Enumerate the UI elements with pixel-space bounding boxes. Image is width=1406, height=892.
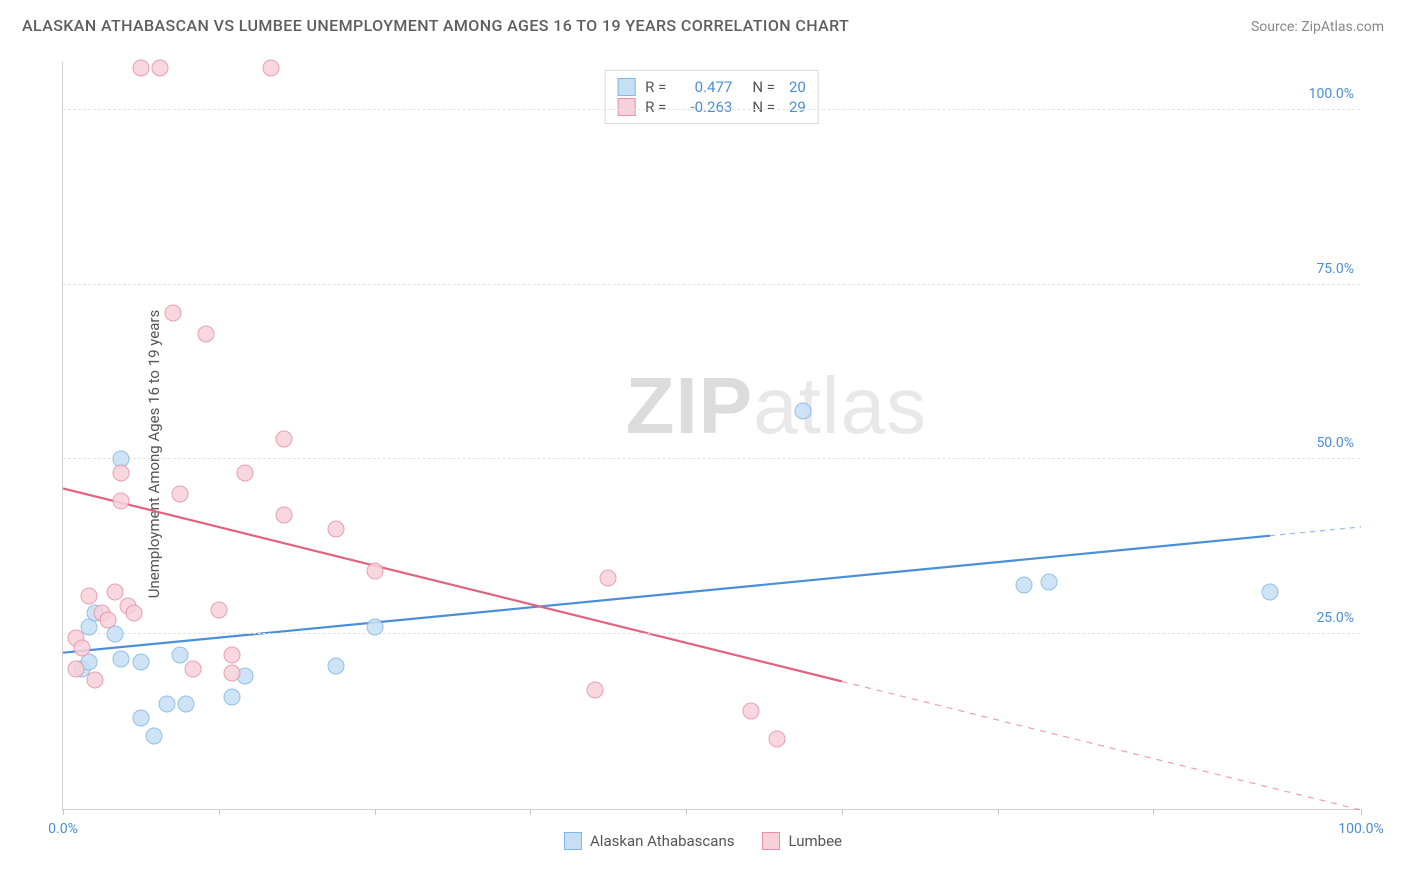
- x-tick: [530, 809, 531, 815]
- data-point: [197, 325, 214, 342]
- data-point: [132, 710, 149, 727]
- y-tick-label: 50.0%: [1316, 435, 1354, 451]
- data-point: [145, 727, 162, 744]
- chart-container: Unemployment Among Ages 16 to 19 years Z…: [20, 54, 1386, 854]
- data-point: [223, 689, 240, 706]
- legend-item: Alaskan Athabascans: [564, 832, 734, 850]
- x-tick: [219, 809, 220, 815]
- source-name: ZipAtlas.com: [1301, 19, 1384, 35]
- data-point: [165, 304, 182, 321]
- trend-line-extension: [1270, 527, 1361, 536]
- data-point: [178, 696, 195, 713]
- trend-line: [63, 536, 1270, 653]
- x-tick: [686, 809, 687, 815]
- data-point: [113, 650, 130, 667]
- stats-legend-row: R = 0.477 N = 20: [617, 77, 806, 97]
- stat-r-label: R =: [645, 98, 666, 116]
- gridline-h: [63, 633, 1360, 634]
- data-point: [171, 647, 188, 664]
- data-point: [87, 671, 104, 688]
- data-point: [327, 521, 344, 538]
- data-point: [1262, 584, 1279, 601]
- data-point: [74, 640, 91, 657]
- stat-r-value: -0.263: [680, 98, 732, 116]
- data-point: [1041, 573, 1058, 590]
- data-point: [132, 654, 149, 671]
- y-tick-label: 25.0%: [1316, 610, 1354, 626]
- x-tick: [842, 809, 843, 815]
- legend-label: Lumbee: [788, 832, 842, 850]
- legend-label: Alaskan Athabascans: [590, 832, 734, 850]
- plot-area: ZIPatlas R =0.477N =20R =-0.263N =29 25.…: [62, 62, 1360, 810]
- data-point: [106, 584, 123, 601]
- data-point: [210, 601, 227, 618]
- trend-lines-layer: [63, 62, 1361, 810]
- source-attribution: Source: ZipAtlas.com: [1251, 19, 1384, 35]
- legend-swatch: [762, 832, 780, 850]
- gridline-h: [63, 284, 1360, 285]
- stat-n-label: N =: [752, 98, 775, 116]
- data-point: [152, 60, 169, 77]
- y-tick-label: 100.0%: [1309, 86, 1354, 102]
- data-point: [366, 619, 383, 636]
- stat-r-value: 0.477: [680, 78, 732, 96]
- data-point: [600, 570, 617, 587]
- stat-n-value: 29: [789, 98, 806, 116]
- data-point: [171, 486, 188, 503]
- data-point: [366, 563, 383, 580]
- stat-n-value: 20: [789, 78, 806, 96]
- data-point: [132, 60, 149, 77]
- x-tick: [375, 809, 376, 815]
- title-bar: ALASKAN ATHABASCAN VS LUMBEE UNEMPLOYMEN…: [0, 0, 1406, 43]
- data-point: [113, 493, 130, 510]
- data-point: [742, 703, 759, 720]
- x-tick: [1153, 809, 1154, 815]
- data-point: [126, 605, 143, 622]
- data-point: [275, 430, 292, 447]
- data-point: [327, 657, 344, 674]
- data-point: [768, 731, 785, 748]
- legend-swatch: [617, 98, 635, 116]
- legend-swatch: [617, 78, 635, 96]
- data-point: [223, 647, 240, 664]
- data-point: [587, 682, 604, 699]
- data-point: [236, 465, 253, 482]
- stat-n-label: N =: [752, 78, 775, 96]
- data-point: [158, 696, 175, 713]
- stats-legend: R = 0.477 N = 20 R = -0.263 N = 29: [604, 70, 819, 124]
- stats-legend-row: R = -0.263 N = 29: [617, 97, 806, 117]
- data-point: [80, 587, 97, 604]
- data-point: [275, 507, 292, 524]
- gridline-h: [63, 109, 1360, 110]
- y-tick-label: 75.0%: [1316, 261, 1354, 277]
- data-point: [794, 402, 811, 419]
- stat-r-label: R =: [645, 78, 666, 96]
- data-point: [100, 612, 117, 629]
- data-point: [184, 661, 201, 678]
- source-prefix: Source:: [1251, 19, 1301, 35]
- data-point: [1015, 577, 1032, 594]
- x-tick: [63, 809, 64, 815]
- gridline-h: [63, 458, 1360, 459]
- legend-item: Lumbee: [762, 832, 842, 850]
- data-point: [223, 664, 240, 681]
- series-legend: Alaskan Athabascans Lumbee: [20, 832, 1386, 850]
- legend-swatch: [564, 832, 582, 850]
- trend-line-extension: [842, 681, 1361, 810]
- data-point: [67, 661, 84, 678]
- data-point: [113, 465, 130, 482]
- data-point: [262, 60, 279, 77]
- x-tick: [998, 809, 999, 815]
- x-tick: [1361, 809, 1362, 815]
- chart-title: ALASKAN ATHABASCAN VS LUMBEE UNEMPLOYMEN…: [22, 16, 849, 35]
